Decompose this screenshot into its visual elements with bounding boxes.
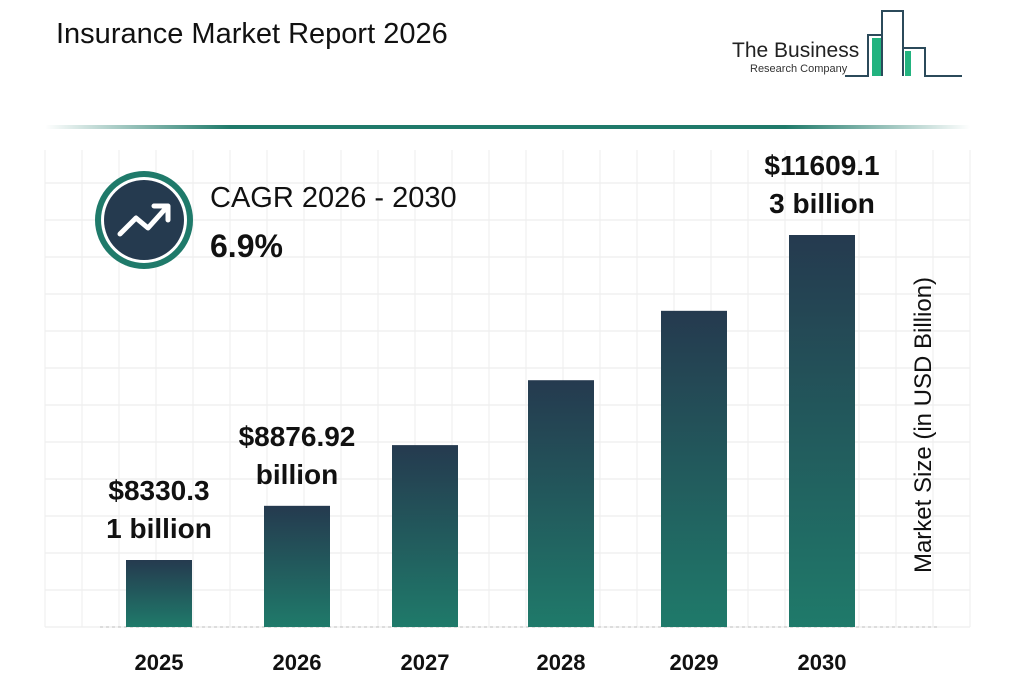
data-label: 3 billion [769,188,875,219]
x-tick-label: 2025 [135,650,184,675]
cagr-label: CAGR 2026 - 2030 [210,182,457,214]
page-title: Insurance Market Report 2026 [56,18,448,50]
data-label: $11609.1 [764,150,879,181]
data-label: $8330.3 [108,475,209,506]
data-label: 1 billion [106,513,212,544]
x-tick-label: 2028 [537,650,586,675]
bar-2025 [126,560,192,627]
y-axis-label: Market Size (in USD Billion) [910,276,937,574]
bar-2027 [392,445,458,627]
data-label: $8876.92 [239,421,356,452]
x-tick-label: 2027 [401,650,450,675]
data-label: billion [256,459,338,490]
svg-text:Research Company: Research Company [750,63,848,75]
cagr-value: 6.9% [210,228,283,264]
bar-2028 [528,380,594,627]
svg-text:The Business: The Business [732,39,859,62]
bar-2026 [264,505,330,627]
x-tick-label: 2029 [670,650,719,675]
x-tick-label: 2026 [273,650,322,675]
bar-2029 [661,310,727,627]
trend-up-icon [95,171,193,269]
x-tick-label: 2030 [798,650,847,675]
header-divider [45,125,970,129]
bar-2030 [789,235,855,627]
company-logo: The Business Research Company [732,10,962,77]
